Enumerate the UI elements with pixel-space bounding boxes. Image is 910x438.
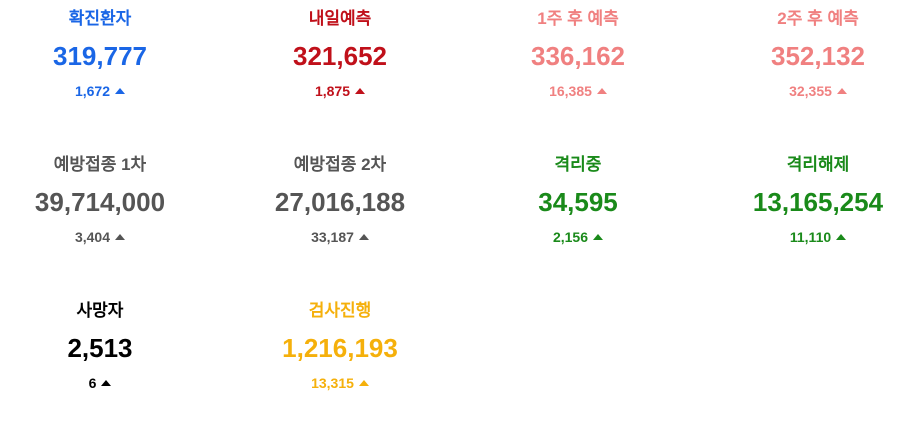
triangle-up-icon	[836, 88, 847, 94]
stat-delta: 3,404	[0, 227, 215, 247]
stat-value: 319,777	[53, 41, 147, 71]
stat-label: 검사진행	[308, 301, 372, 320]
stat-1week-forecast: 1주 후 예측 336,162 16,385	[463, 8, 693, 101]
stat-value: 2,513	[67, 333, 133, 363]
stat-value: 352,132	[771, 41, 865, 71]
stat-value: 321,652	[293, 41, 387, 71]
stat-confirmed: 확진환자 319,777 1,672	[0, 8, 215, 101]
triangle-up-icon	[115, 88, 126, 94]
stat-vaccination-2nd: 예방접종 2차 27,016,188 33,187	[225, 154, 455, 247]
triangle-up-icon	[355, 88, 366, 94]
triangle-up-icon	[358, 380, 369, 386]
triangle-up-icon	[358, 234, 369, 240]
stat-delta: 32,355	[703, 81, 910, 101]
stat-label: 사망자	[76, 301, 124, 320]
stat-delta: 6	[0, 373, 215, 393]
delta-value: 16,385	[549, 83, 592, 99]
stat-delta: 2,156	[463, 227, 693, 247]
stat-delta: 1,672	[0, 81, 215, 101]
stat-2week-forecast: 2주 후 예측 352,132 32,355	[703, 8, 910, 101]
stat-label: 격리해제	[786, 155, 850, 174]
stat-label: 예방접종 2차	[293, 155, 387, 174]
delta-value: 32,355	[789, 83, 832, 99]
stat-value: 13,165,254	[752, 187, 884, 217]
stat-value: 39,714,000	[34, 187, 166, 217]
delta-value: 6	[88, 375, 97, 391]
stat-value: 1,216,193	[282, 333, 398, 363]
delta-value: 3,404	[74, 229, 111, 245]
delta-value: 2,156	[552, 229, 589, 245]
triangle-up-icon	[101, 380, 112, 386]
stat-label: 예방접종 1차	[53, 155, 147, 174]
stat-label: 내일예측	[308, 9, 372, 28]
stat-delta: 11,110	[703, 227, 910, 247]
triangle-up-icon	[596, 88, 607, 94]
triangle-up-icon	[593, 234, 604, 240]
stat-testing: 검사진행 1,216,193 13,315	[225, 300, 455, 393]
stat-label: 확진환자	[68, 9, 132, 28]
stat-delta: 33,187	[225, 227, 455, 247]
stat-value: 27,016,188	[274, 187, 406, 217]
stat-tomorrow-forecast: 내일예측 321,652 1,875	[225, 8, 455, 101]
stat-label: 2주 후 예측	[777, 9, 859, 28]
triangle-up-icon	[115, 234, 126, 240]
stat-value: 34,595	[538, 187, 618, 217]
stat-value: 336,162	[531, 41, 625, 71]
stat-released: 격리해제 13,165,254 11,110	[703, 154, 910, 247]
stat-delta: 16,385	[463, 81, 693, 101]
stat-vaccination-1st: 예방접종 1차 39,714,000 3,404	[0, 154, 215, 247]
stat-isolated: 격리중 34,595 2,156	[463, 154, 693, 247]
stat-delta: 1,875	[225, 81, 455, 101]
delta-value: 11,110	[789, 229, 832, 245]
triangle-up-icon	[836, 234, 847, 240]
delta-value: 1,875	[314, 83, 351, 99]
stat-label: 격리중	[554, 155, 602, 174]
stat-deaths: 사망자 2,513 6	[0, 300, 215, 393]
stat-label: 1주 후 예측	[537, 9, 619, 28]
delta-value: 1,672	[74, 83, 111, 99]
stat-delta: 13,315	[225, 373, 455, 393]
delta-value: 13,315	[311, 375, 354, 391]
delta-value: 33,187	[311, 229, 354, 245]
